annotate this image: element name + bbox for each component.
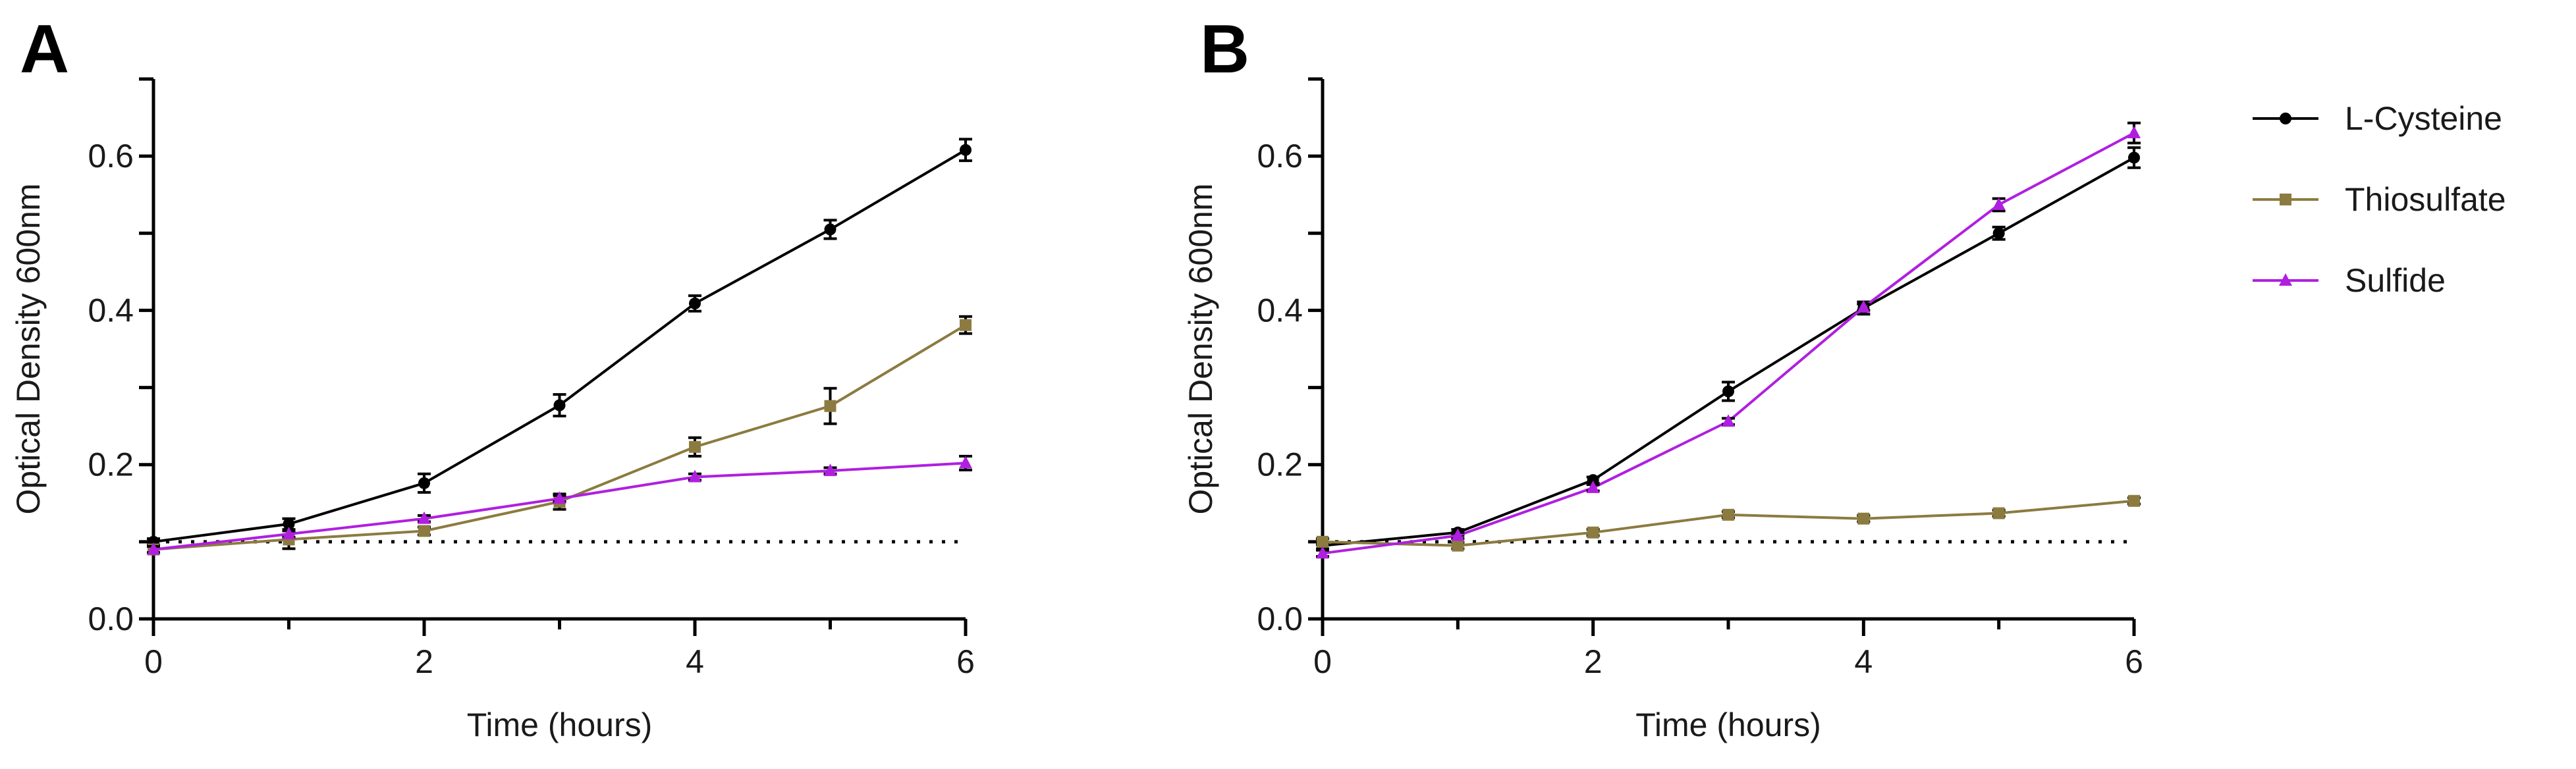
legend-item: Thiosulfate (2253, 181, 2506, 218)
legend-item: Sulfide (2253, 262, 2446, 299)
panel-label: A (20, 11, 69, 88)
y-tick-label: 0.0 (88, 600, 134, 637)
data-point (1317, 535, 1329, 548)
data-point (1586, 480, 1600, 493)
data-point (1316, 546, 1329, 559)
y-tick-label: 0.4 (88, 292, 134, 329)
y-tick-label: 0.4 (1257, 292, 1303, 329)
panel-a-chart: A 0.0 0.2 0.4 0.6 0 2 4 6 Time (hours) Optical Den… (10, 11, 975, 743)
y-tick-label: 0.6 (88, 138, 134, 174)
data-point (147, 542, 160, 555)
x-axis-title: Time (hours) (467, 706, 653, 743)
data-point (1587, 526, 1599, 539)
data-point (2128, 494, 2140, 507)
data-point (689, 297, 701, 309)
y-axis-title: Optical Density 600nm (1182, 183, 1219, 514)
series-thiosulfate (147, 315, 972, 556)
data-point (282, 527, 296, 540)
data-point (689, 440, 701, 453)
x-tick-label: 2 (415, 643, 433, 680)
data-point (824, 400, 836, 412)
data-point (418, 525, 430, 537)
panel-label: B (1200, 11, 1249, 88)
legend-item: L-Cysteine (2253, 100, 2502, 137)
legend-label: Sulfide (2345, 262, 2446, 299)
y-tick-label: 0.2 (88, 446, 134, 483)
series-line (153, 323, 967, 551)
x-tick-label: 6 (2125, 643, 2143, 680)
x-tick-label: 4 (686, 643, 704, 680)
x-axis-title: Time (hours) (1635, 706, 1821, 743)
data-point (1857, 300, 1871, 313)
legend-label: L-Cysteine (2345, 100, 2502, 137)
data-point (1587, 474, 1599, 487)
y-tick-label: 0.6 (1257, 138, 1303, 174)
data-point (688, 469, 701, 483)
series-l-cysteine (1316, 146, 2141, 552)
data-point (1992, 227, 2005, 240)
data-point (1452, 539, 1464, 552)
series-thiosulfate (1316, 494, 2141, 552)
data-point (824, 223, 836, 236)
data-point (283, 517, 295, 530)
series-sulfide (1316, 121, 2141, 559)
series-line (153, 149, 967, 543)
data-point (1857, 512, 1870, 525)
series-line (1322, 499, 2135, 547)
data-point (823, 464, 837, 477)
x-tick-label: 2 (1584, 643, 1603, 680)
x-tick-label: 4 (1854, 643, 1873, 680)
data-point (2127, 126, 2141, 138)
panel-b-chart: B 0.0 0.2 0.4 0.6 0 2 4 6 Time (hours) Optical Den… (1182, 11, 2143, 743)
x-tick-label: 0 (144, 643, 163, 680)
data-point (1992, 507, 2005, 519)
data-point (960, 144, 972, 156)
data-point (1722, 385, 1734, 398)
y-tick-label: 0.2 (1257, 446, 1303, 483)
legend-marker (2279, 273, 2292, 286)
data-point (1722, 508, 1734, 521)
x-tick-label: 6 (956, 643, 975, 680)
series-l-cysteine (147, 138, 972, 548)
data-point (418, 477, 430, 489)
data-point (418, 511, 431, 524)
data-point (960, 319, 972, 331)
legend-marker (2280, 194, 2291, 205)
data-point (2128, 151, 2140, 164)
data-point (553, 491, 566, 504)
data-point (1992, 197, 2006, 210)
legend-label: Thiosulfate (2345, 181, 2506, 218)
y-axis-title: Optical Density 600nm (10, 183, 47, 514)
data-point (553, 399, 566, 411)
data-point (1722, 414, 1735, 427)
series-sulfide (147, 454, 972, 555)
data-point (959, 456, 972, 469)
x-tick-label: 0 (1313, 643, 1332, 680)
series-line (1322, 132, 2135, 555)
y-tick-label: 0.0 (1257, 600, 1303, 637)
legend-marker (2280, 113, 2291, 124)
series-line (1322, 156, 2135, 547)
legend: L-Cysteine Thiosulfate Sulfide (2253, 100, 2506, 299)
data-point (1451, 528, 1465, 541)
